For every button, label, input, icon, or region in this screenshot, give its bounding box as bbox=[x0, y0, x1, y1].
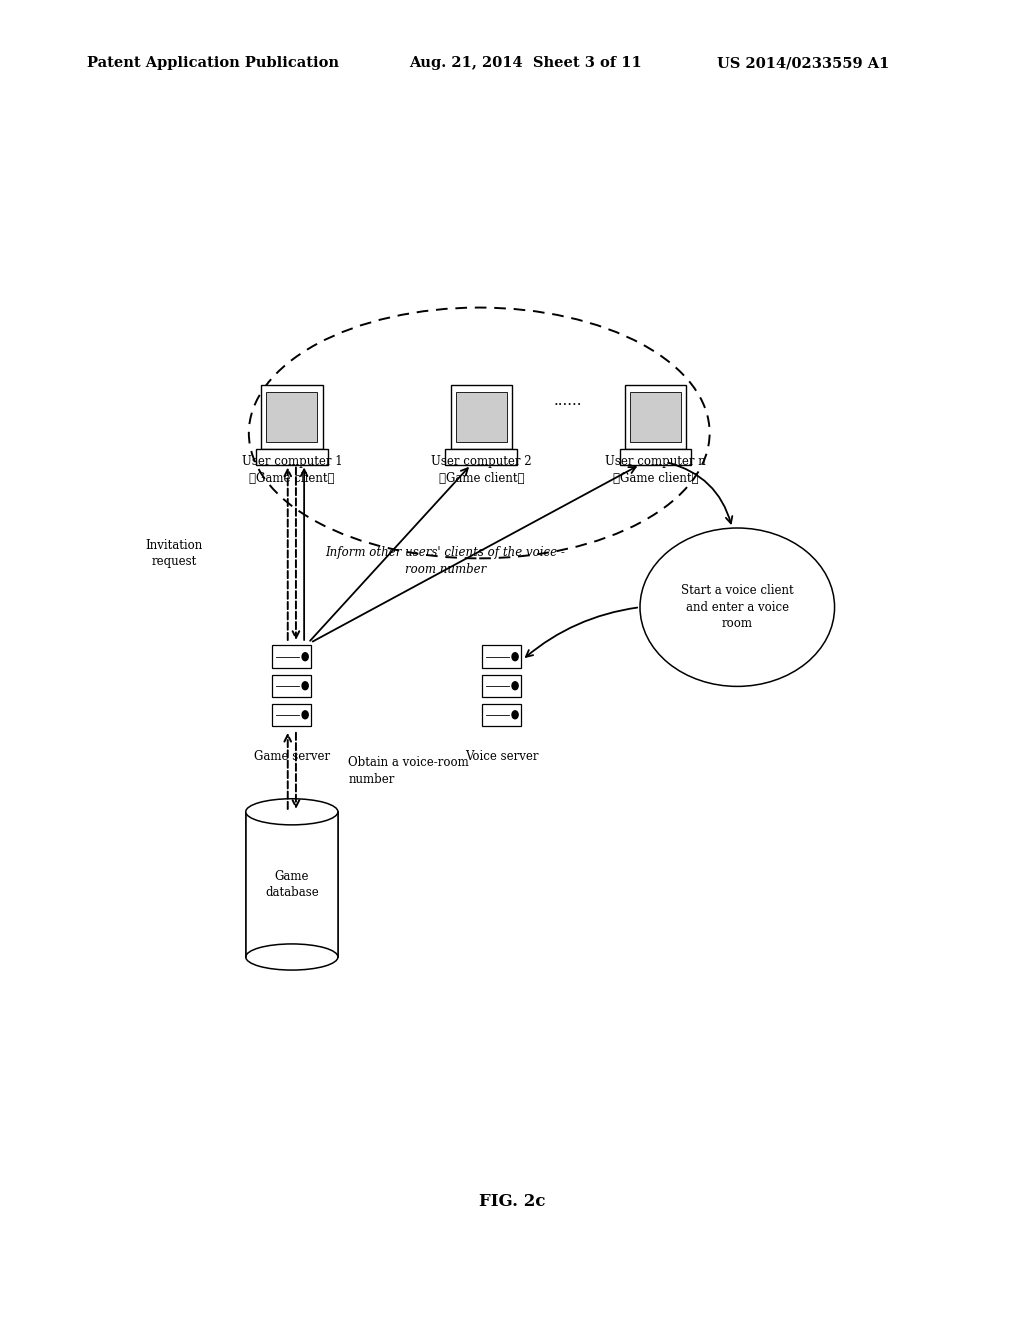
Text: Aug. 21, 2014  Sheet 3 of 11: Aug. 21, 2014 Sheet 3 of 11 bbox=[410, 57, 642, 70]
FancyBboxPatch shape bbox=[620, 449, 691, 465]
FancyBboxPatch shape bbox=[482, 645, 521, 668]
FancyBboxPatch shape bbox=[456, 392, 507, 442]
Text: FIG. 2c: FIG. 2c bbox=[479, 1193, 545, 1209]
FancyBboxPatch shape bbox=[272, 675, 311, 697]
Text: Patent Application Publication: Patent Application Publication bbox=[87, 57, 339, 70]
FancyBboxPatch shape bbox=[630, 392, 681, 442]
Circle shape bbox=[302, 653, 308, 661]
Ellipse shape bbox=[246, 944, 338, 970]
Text: Invitation
request: Invitation request bbox=[145, 539, 203, 569]
Text: Start a voice client
and enter a voice
room: Start a voice client and enter a voice r… bbox=[681, 585, 794, 630]
Circle shape bbox=[302, 710, 308, 719]
Circle shape bbox=[512, 710, 518, 719]
Text: Voice server: Voice server bbox=[465, 750, 539, 763]
Text: US 2014/0233559 A1: US 2014/0233559 A1 bbox=[717, 57, 889, 70]
Circle shape bbox=[512, 653, 518, 661]
Text: User computer n
（Game client）: User computer n （Game client） bbox=[605, 455, 706, 484]
Text: Game
database: Game database bbox=[265, 870, 318, 899]
FancyBboxPatch shape bbox=[266, 392, 317, 442]
FancyBboxPatch shape bbox=[272, 704, 311, 726]
FancyBboxPatch shape bbox=[261, 385, 323, 449]
FancyBboxPatch shape bbox=[625, 385, 686, 449]
FancyBboxPatch shape bbox=[482, 675, 521, 697]
Text: Game server: Game server bbox=[254, 750, 330, 763]
Text: User computer 2
（Game client）: User computer 2 （Game client） bbox=[431, 455, 531, 484]
Text: Obtain a voice-room
number: Obtain a voice-room number bbox=[348, 756, 469, 785]
Ellipse shape bbox=[640, 528, 835, 686]
Circle shape bbox=[512, 681, 518, 689]
Text: ......: ...... bbox=[554, 395, 583, 408]
FancyBboxPatch shape bbox=[482, 704, 521, 726]
FancyBboxPatch shape bbox=[445, 449, 517, 465]
Text: User computer 1
（Game client）: User computer 1 （Game client） bbox=[242, 455, 342, 484]
FancyBboxPatch shape bbox=[246, 812, 338, 957]
Ellipse shape bbox=[246, 799, 338, 825]
FancyBboxPatch shape bbox=[256, 449, 328, 465]
Circle shape bbox=[302, 681, 308, 689]
Text: Inform other users' clients of the voice -
room number: Inform other users' clients of the voice… bbox=[326, 546, 565, 576]
FancyBboxPatch shape bbox=[272, 645, 311, 668]
FancyBboxPatch shape bbox=[451, 385, 512, 449]
